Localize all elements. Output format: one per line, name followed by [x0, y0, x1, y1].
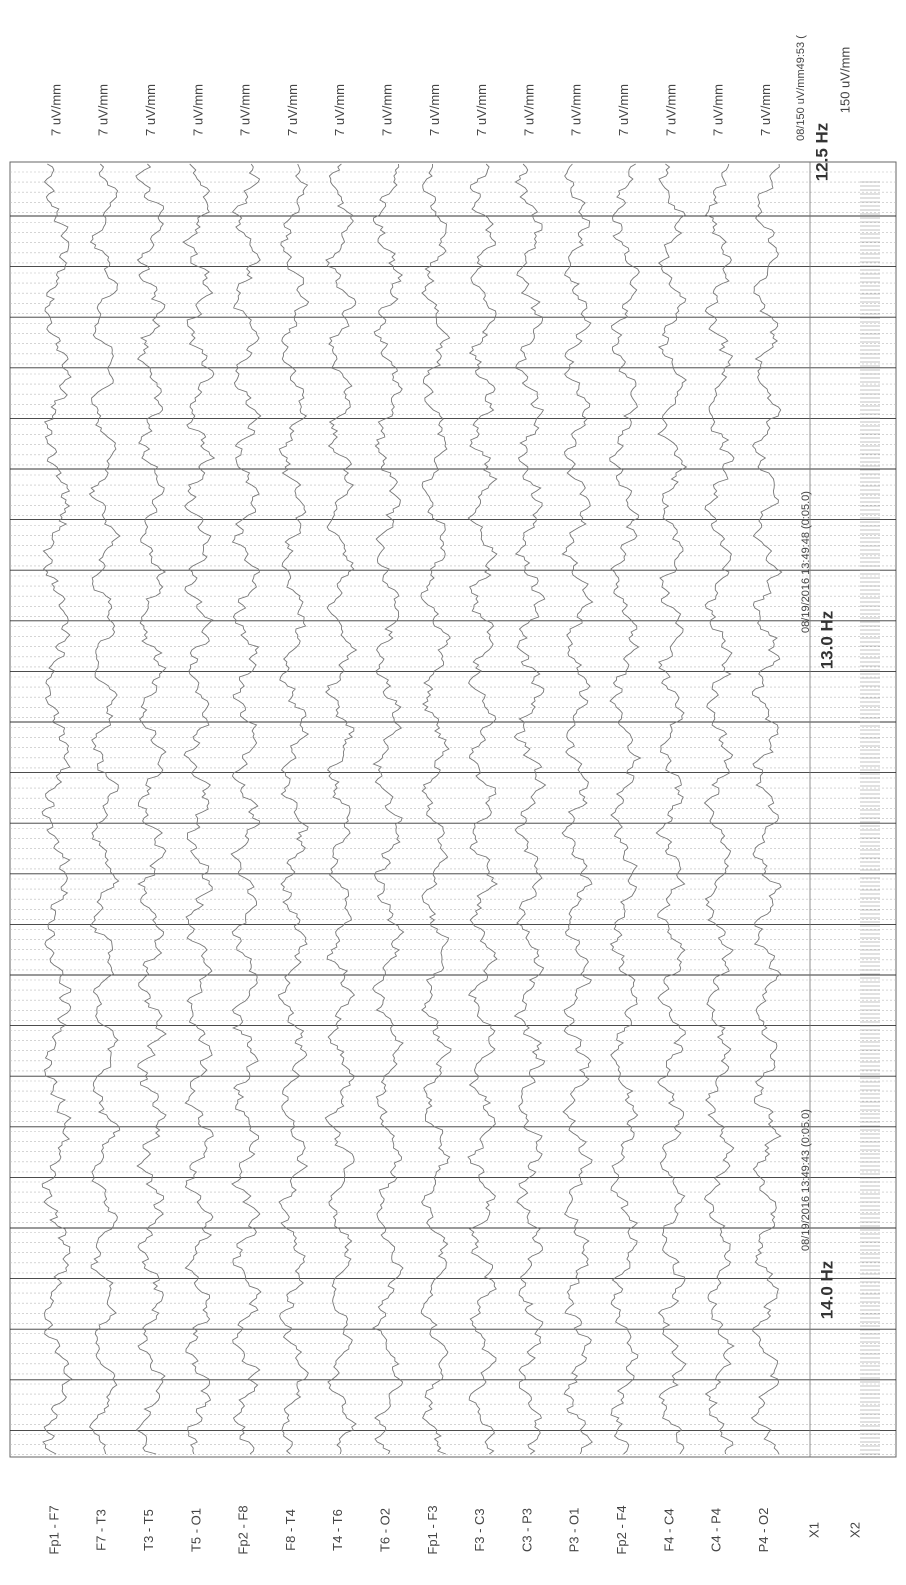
channel-scale: 7 uV/mm	[427, 84, 442, 136]
channel-scale: 7 uV/mm	[663, 84, 678, 136]
channel-label: T4 - T6	[330, 1509, 345, 1551]
marker-timestamp: 08/19/2016 13:49:43 (0:05.0)	[800, 1109, 812, 1251]
header-scale: 150 uV/mm	[837, 47, 852, 113]
marker-frequency: 14.0 Hz	[817, 1261, 836, 1320]
channel-label: Fp2 - F4	[614, 1505, 629, 1554]
aux-channel-label: X2	[847, 1522, 862, 1538]
channel-scale: 7 uV/mm	[238, 84, 253, 136]
marker-timestamp: 08/19/2016 13:49:48 (0:05.0)	[800, 491, 812, 633]
channel-label: Fp1 - F7	[46, 1505, 61, 1554]
channel-label: F4 - C4	[661, 1508, 676, 1551]
channel-label: Fp2 - F8	[236, 1505, 251, 1554]
channel-label: T5 - O1	[188, 1508, 203, 1552]
channel-scale: 7 uV/mm	[143, 84, 158, 136]
channel-scale: 7 uV/mm	[332, 84, 347, 136]
marker-frequency: 13.0 Hz	[817, 611, 836, 670]
channel-label: F7 - T3	[94, 1509, 109, 1551]
aux-channel-label: X1	[806, 1522, 821, 1538]
channel-label: P4 - O2	[756, 1508, 771, 1553]
header-overlap-text: 08/150 uV/mm49:53 (	[795, 35, 807, 141]
channel-scale: 7 uV/mm	[380, 84, 395, 136]
channel-scale: 7 uV/mm	[616, 84, 631, 136]
channel-scale: 7 uV/mm	[758, 84, 773, 136]
channel-label: T6 - O2	[378, 1508, 393, 1552]
channel-label: P3 - O1	[567, 1508, 582, 1553]
channel-scale: 7 uV/mm	[711, 84, 726, 136]
channel-scale: 7 uV/mm	[190, 84, 205, 136]
channel-scale: 7 uV/mm	[48, 84, 63, 136]
eeg-page: Fp1 - F7 7 uV/mm F7 - T3 7 uV/mm T3 - T5 7 uV…	[0, 0, 906, 1585]
channel-label: F3 - C3	[472, 1508, 487, 1551]
channel-label: C4 - P4	[709, 1508, 724, 1552]
channel-label: Fp1 - F3	[425, 1505, 440, 1554]
channel-scale: 7 uV/mm	[521, 84, 536, 136]
channel-label: C3 - P3	[519, 1508, 534, 1552]
channel-label: F8 - T4	[283, 1509, 298, 1551]
channel-label: T3 - T5	[141, 1509, 156, 1551]
channel-scale: 7 uV/mm	[96, 84, 111, 136]
channel-scale: 7 uV/mm	[285, 84, 300, 136]
header-frequency: 12.5 Hz	[812, 123, 831, 182]
channel-scale: 7 uV/mm	[569, 84, 584, 136]
channel-scale: 7 uV/mm	[474, 84, 489, 136]
